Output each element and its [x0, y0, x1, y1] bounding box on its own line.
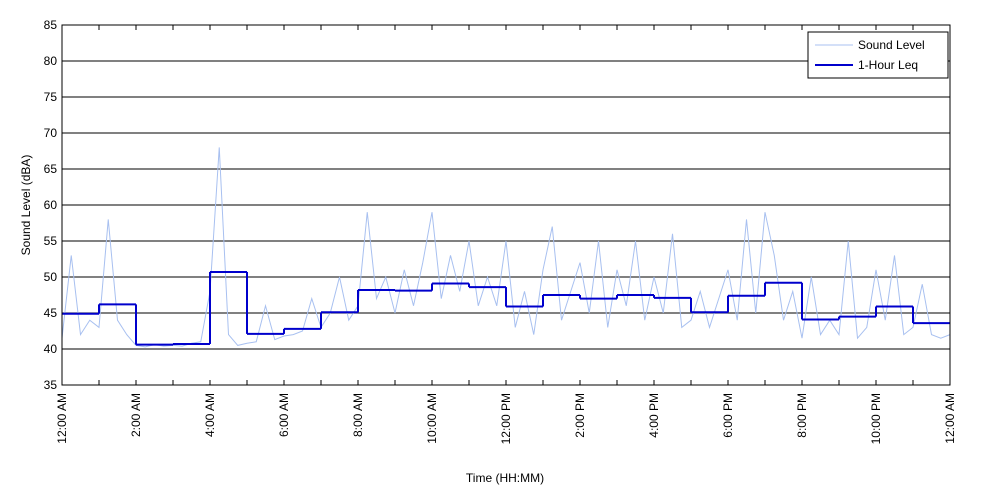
legend-label: 1-Hour Leq: [858, 58, 918, 72]
y-tick-label: 50: [44, 270, 58, 284]
x-tick-label: 12:00 AM: [55, 393, 69, 444]
x-tick-label: 4:00 PM: [647, 393, 661, 438]
x-tick-label: 8:00 PM: [795, 393, 809, 438]
x-tick-label: 10:00 AM: [425, 393, 439, 444]
x-tick-label: 6:00 PM: [721, 393, 735, 438]
y-tick-label: 40: [44, 342, 58, 356]
plot-frame: [61, 24, 951, 386]
y-tick-label: 65: [44, 162, 58, 176]
x-tick-label: 12:00 AM: [943, 393, 957, 444]
x-tick-label: 2:00 AM: [129, 393, 143, 437]
x-axis-label: Time (HH:MM): [466, 471, 544, 485]
y-tick-label: 35: [44, 378, 58, 392]
y-tick-label: 60: [44, 198, 58, 212]
x-tick-label: 4:00 AM: [203, 393, 217, 437]
x-tick-label: 8:00 AM: [351, 393, 365, 437]
x-tick-label: 6:00 AM: [277, 393, 291, 437]
x-tick-label: 2:00 PM: [573, 393, 587, 438]
x-tick-label: 10:00 PM: [869, 393, 883, 444]
legend-label: Sound Level: [858, 38, 925, 52]
y-tick-label: 80: [44, 54, 58, 68]
y-tick-label: 70: [44, 126, 58, 140]
y-tick-label: 75: [44, 90, 58, 104]
x-tick-label: 12:00 PM: [499, 393, 513, 444]
y-tick-label: 45: [44, 306, 58, 320]
y-tick-label: 55: [44, 234, 58, 248]
legend-box: [807, 31, 949, 79]
y-tick-label: 85: [44, 18, 58, 32]
y-axis-label: Sound Level (dBA): [19, 155, 33, 256]
